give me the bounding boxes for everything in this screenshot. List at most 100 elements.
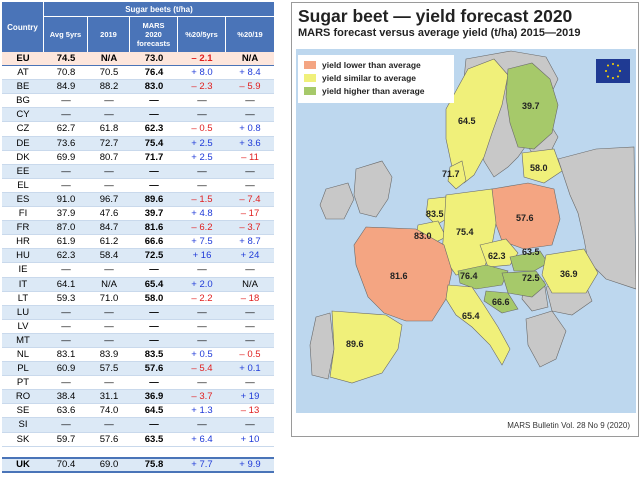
cell-avg: 63.6 [56,405,76,417]
cell-pct5: + 2.5 [191,137,213,149]
cell-avg: — [61,165,71,177]
table-row: RO 38.4 31.1 36.9 – 3.7 + 19 [2,390,274,405]
table-row: SI — — — — — [2,418,274,433]
header-pct5: %20/5yrs [178,17,226,52]
cell-mars: — [149,109,159,121]
cell-mars: — [149,165,159,177]
cell-y2019: 72.7 [99,137,119,149]
cell-country: BE [16,81,30,93]
label-sk: 63.5 [522,247,540,257]
country-pl [491,182,561,250]
cell-mars: — [149,419,159,431]
cell-country: DE [16,137,30,149]
label-hr: 66.6 [492,297,510,307]
country-ro [541,248,599,294]
cell-avg: — [61,95,71,107]
cell-avg: 37.9 [56,208,76,220]
country-lt [521,148,563,184]
cell-avg: 70.4 [56,459,76,470]
cell-country: MT [16,334,30,346]
label-at: 76.4 [460,271,478,281]
table-row: HU 62.3 58.4 72.5 + 16 + 24 [2,249,274,264]
map-footer: MARS Bulletin Vol. 28 No 9 (2020) [507,421,630,430]
country-at [457,264,509,290]
legend-label-similar: yield similar to average [322,73,416,83]
label-it: 65.4 [462,311,480,321]
cell-country: LV [17,320,29,332]
table-row: NL 83.1 83.9 83.5 + 0.5 – 0.5 [2,348,274,363]
cell-mars: 89.6 [144,193,164,205]
cell-y2019: — [104,377,114,389]
country-hu [501,270,547,298]
cell-y2019: 80.7 [99,151,119,163]
cell-y2019: — [104,334,114,346]
country-se [445,58,509,184]
label-pl: 57.6 [516,213,534,223]
cell-country: EU [16,53,30,64]
map-legend: yield lower than average yield similar t… [298,55,454,103]
cell-y2019: 61.2 [99,236,119,248]
cell-pct19: + 10 [240,433,260,445]
cell-y2019: N/A [101,278,117,290]
cell-pct19: + 8.7 [239,236,261,248]
cell-mars: 75.4 [144,137,164,149]
cell-pct5: + 8.0 [191,67,213,79]
cell-pct19: + 8.4 [239,67,261,79]
cell-pct5: — [197,377,207,389]
country-es [329,310,403,384]
cell-mars: — [149,320,159,332]
cell-mars: — [149,264,159,276]
table-row: HR 61.9 61.2 66.6 + 7.5 + 8.7 [2,235,274,250]
cell-avg: — [61,306,71,318]
cell-avg: 87.0 [56,222,76,234]
cell-mars: 36.9 [144,391,164,403]
cell-avg: 59.3 [56,292,76,304]
legend-box [298,55,454,103]
table-row: EL — — — — — [2,179,274,193]
cell-mars: 39.7 [144,208,164,220]
cell-mars: — [149,95,159,107]
cell-pct19: — [245,419,255,431]
cell-pct5: — [197,179,207,191]
cell-avg: 84.9 [56,81,76,93]
cell-country: SI [18,419,28,431]
cell-pct5: — [197,320,207,332]
cell-avg: 62.7 [56,123,76,135]
table-row: LV — — — — — [2,320,274,334]
cell-y2019: 57.6 [99,433,119,445]
cell-pct19: — [245,165,255,177]
cell-country: NL [16,348,30,360]
cell-avg: 61.9 [56,236,76,248]
table-row: FR 87.0 84.7 81.6 – 6.2 – 3.7 [2,221,274,236]
cell-country: CY [16,109,30,121]
cell-country: EE [16,165,30,177]
cell-pct5: + 7.7 [191,459,213,470]
cell-pct5: – 0.5 [191,123,213,135]
cell-avg: 59.7 [56,433,76,445]
table-row: IT 64.1 N/A 65.4 + 2.0 N/A [2,277,274,292]
cell-avg: 83.1 [56,348,76,360]
cell-country: AT [17,67,29,79]
cell-pct19: — [245,95,255,107]
cell-y2019: 83.9 [99,348,119,360]
cell-pct19: — [245,264,255,276]
cell-y2019: 47.6 [99,208,119,220]
cell-mars: 73.0 [144,53,164,64]
cell-pct5: – 3.7 [191,391,213,403]
table-row: CZ 62.7 61.8 62.3 – 0.5 + 0.8 [2,122,274,137]
label-fr: 81.6 [390,271,408,281]
cell-pct5: — [197,419,207,431]
cell-country: LT [17,292,29,304]
cell-pct5: — [197,306,207,318]
cell-country: FR [16,222,30,234]
cell-pct5: – 2.2 [191,292,213,304]
cell-pct19: – 13 [240,405,260,417]
label-be: 83.0 [414,231,432,241]
cell-y2019: — [104,320,114,332]
uk [353,160,393,218]
table-row: PT — — — — — [2,376,274,391]
cell-country: FI [18,208,28,220]
legend-label-lower: yield lower than average [322,60,421,70]
cell-pct19: – 17 [240,208,260,220]
cell-y2019: 61.8 [99,123,119,135]
